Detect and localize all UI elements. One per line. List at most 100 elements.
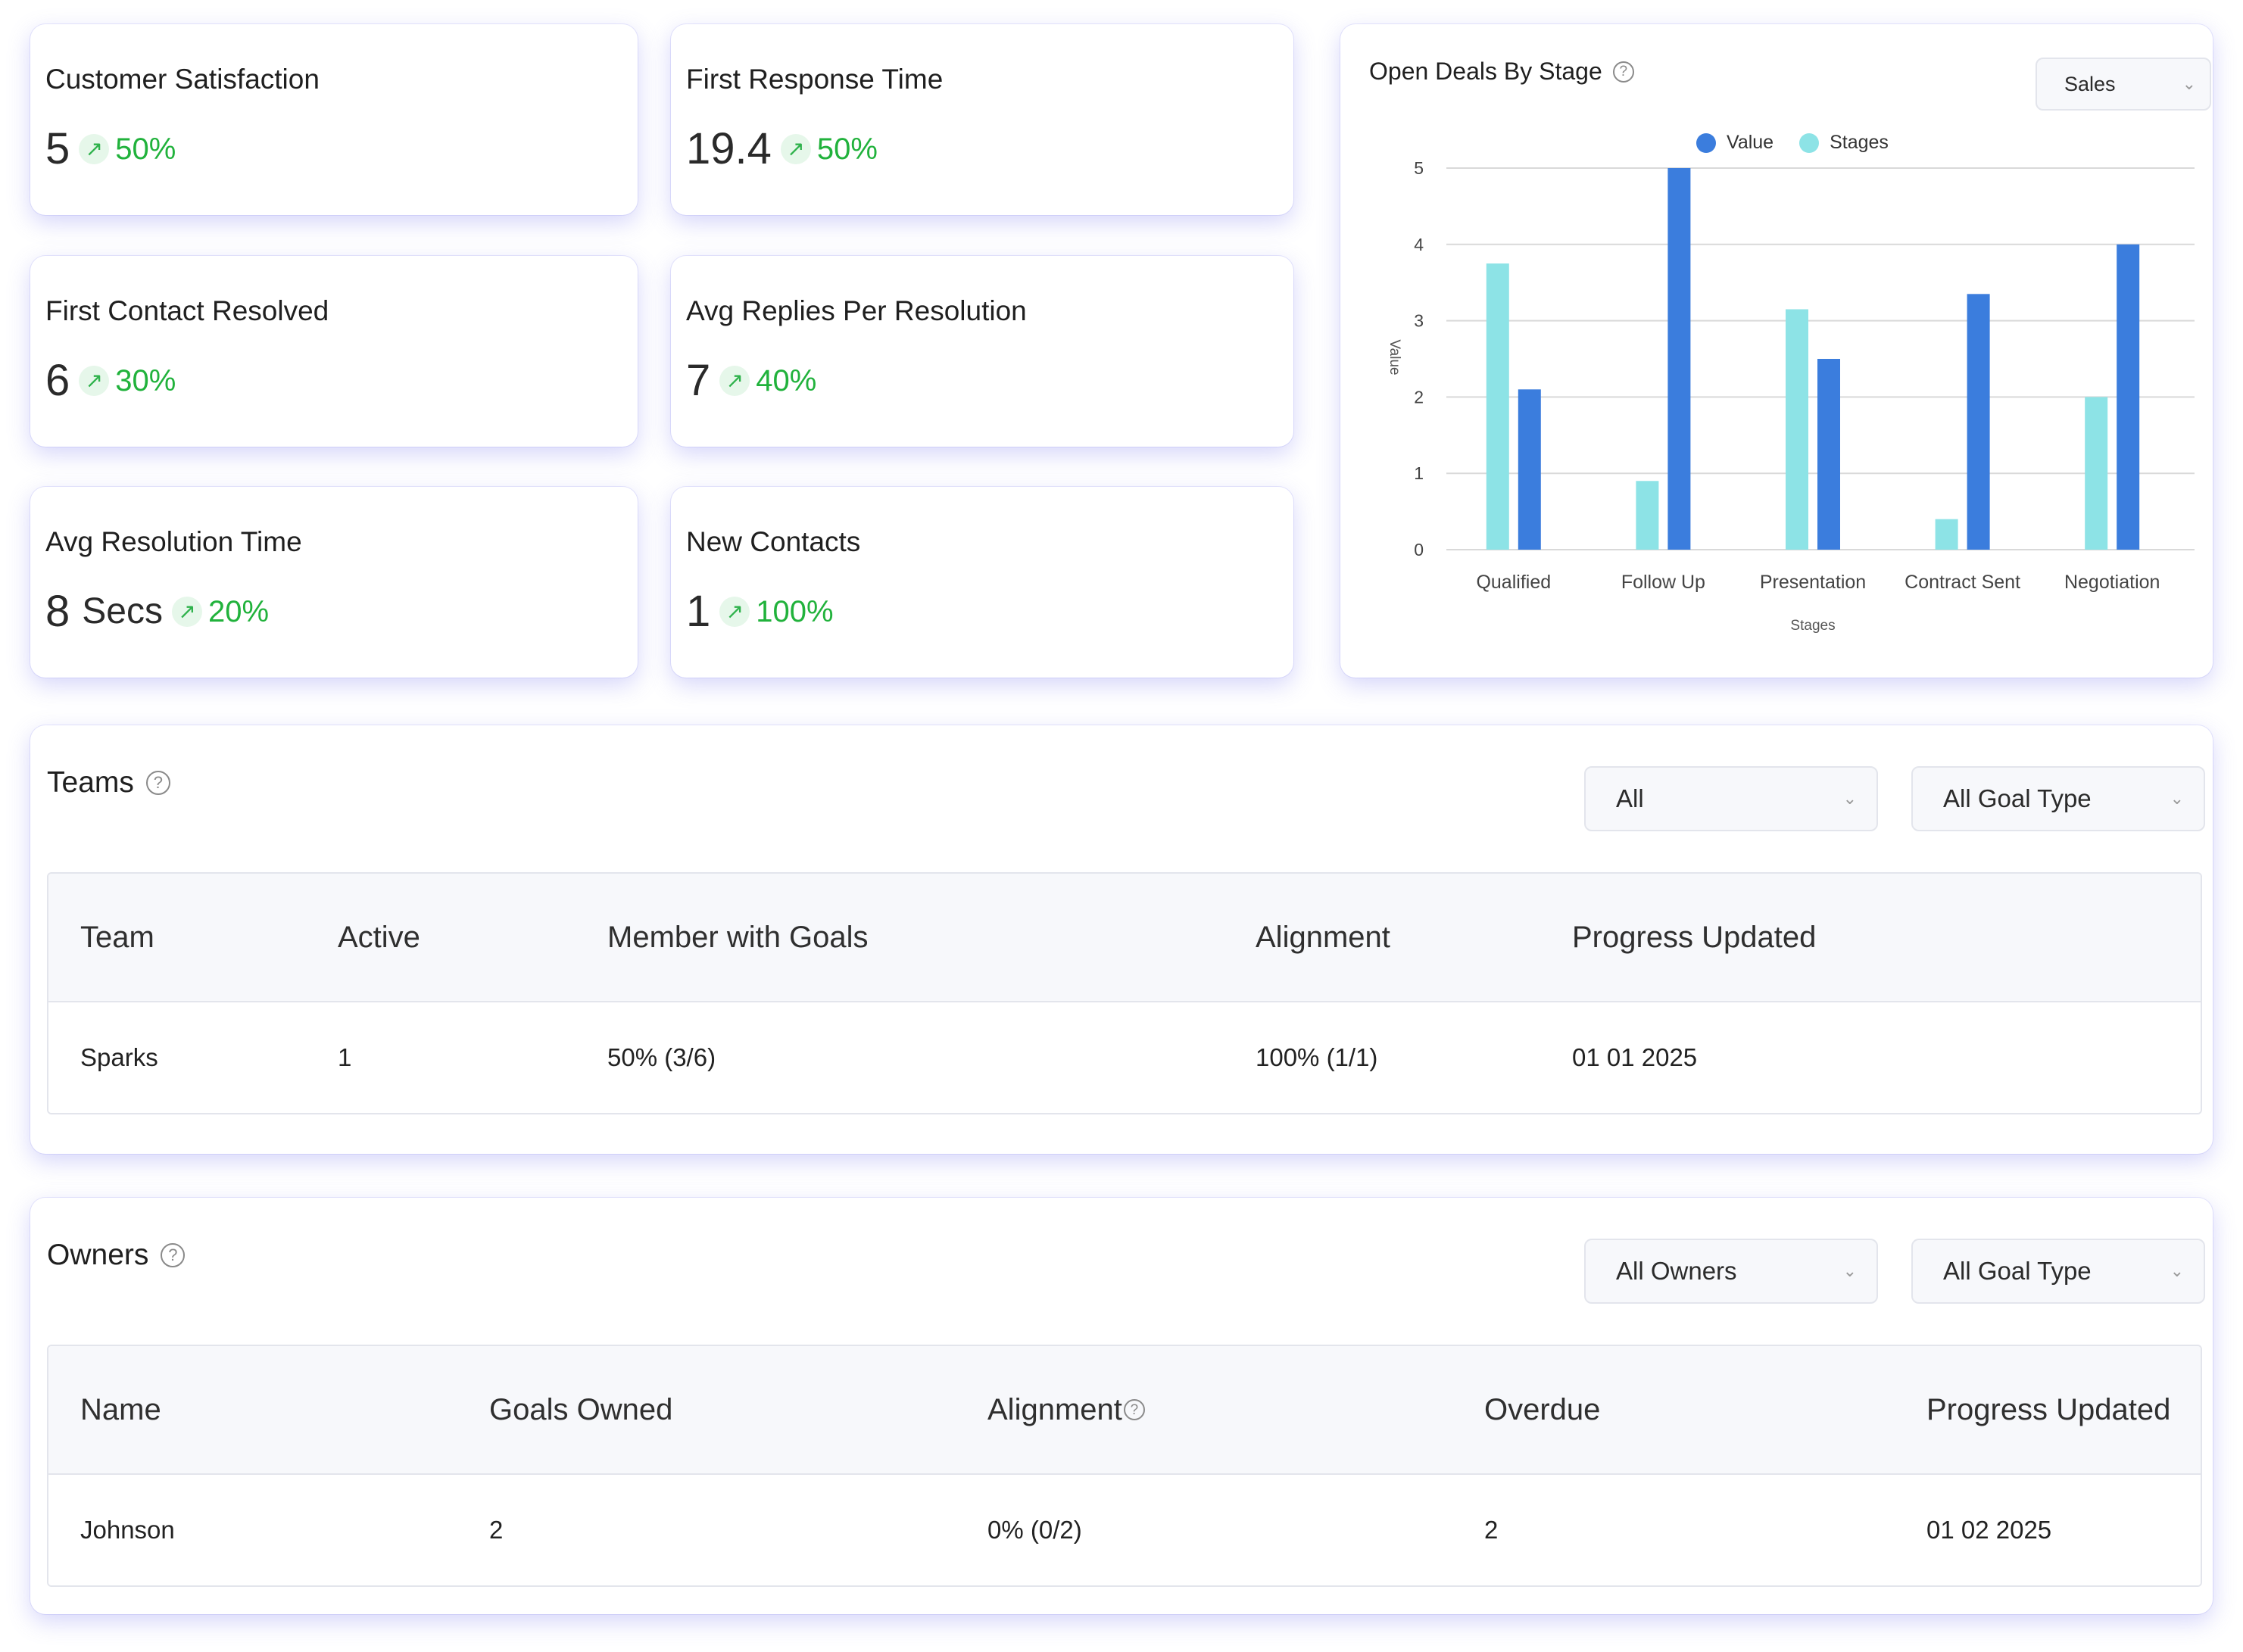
teams-goal-type-select[interactable]: All Goal Type ⌄ — [1911, 766, 2205, 831]
x-axis-label: Stages — [1790, 618, 1835, 634]
chart-title: Open Deals By Stage ? — [1369, 58, 1634, 86]
column-header-progress-updated[interactable]: Progress Updated — [1572, 920, 1817, 954]
kpi-card-avg-resolution-time: Avg Resolution Time 8 Secs ↗ 20% — [30, 487, 638, 678]
chart-title-text: Open Deals By Stage — [1369, 58, 1602, 85]
y-tick-label: 2 — [1414, 387, 1424, 407]
help-icon[interactable]: ? — [1123, 1399, 1145, 1420]
table-row[interactable]: Johnson 2 0% (0/2) 2 01 02 2025 — [48, 1475, 2201, 1585]
help-icon[interactable]: ? — [1612, 61, 1634, 83]
trend-up-icon: ↗ — [79, 134, 110, 164]
column-header-alignment[interactable]: Alignment — [1256, 920, 1390, 954]
y-tick-label: 4 — [1414, 235, 1424, 254]
owners-filter-select[interactable]: All Owners ⌄ — [1584, 1239, 1878, 1304]
cell-alignment: 0% (0/2) — [987, 1516, 1082, 1544]
kpi-value-row: 1 ↗ 100% — [686, 590, 834, 634]
teams-title-text: Teams — [47, 766, 134, 799]
kpi-card-customer-satisfaction: Customer Satisfaction 5 ↗ 50% — [30, 24, 638, 215]
owners-title: Owners ? — [47, 1239, 186, 1272]
kpi-title: Avg Resolution Time — [45, 526, 302, 557]
kpi-value-row: 8 Secs ↗ 20% — [45, 590, 269, 634]
pipeline-select-value: Sales — [2064, 72, 2116, 95]
column-header-goals-owned[interactable]: Goals Owned — [489, 1392, 673, 1426]
cell-active: 1 — [338, 1043, 352, 1071]
x-tick-label: Negotiation — [2064, 572, 2160, 593]
table-row[interactable]: Sparks 1 50% (3/6) 100% (1/1) 01 01 2025 — [48, 1002, 2201, 1113]
kpi-trend: ↗ 50% — [79, 134, 176, 164]
column-header-member-with-goals[interactable]: Member with Goals — [607, 920, 869, 954]
bar-value — [1967, 294, 1990, 550]
cell-name: Johnson — [80, 1516, 175, 1544]
open-deals-chart-card: Open Deals By Stage ? Sales ⌄ Value Stag… — [1340, 24, 2213, 678]
kpi-trend: ↗ 40% — [719, 366, 816, 396]
x-tick-label: Qualified — [1476, 572, 1551, 593]
trend-up-icon: ↗ — [719, 366, 750, 396]
y-tick-label: 0 — [1414, 540, 1424, 559]
owners-title-text: Owners — [47, 1239, 149, 1271]
legend-item-value[interactable]: Value — [1696, 132, 1773, 154]
trend-up-icon: ↗ — [171, 597, 202, 627]
help-icon[interactable]: ? — [145, 771, 170, 795]
teams-goal-type-value: All Goal Type — [1943, 784, 2092, 812]
column-header-team[interactable]: Team — [80, 920, 154, 954]
kpi-title: Avg Replies Per Resolution — [686, 295, 1027, 326]
column-header-name[interactable]: Name — [80, 1392, 161, 1426]
trend-up-icon: ↗ — [780, 134, 811, 164]
kpi-trend: ↗ 100% — [719, 597, 834, 627]
bar-value — [1817, 359, 1840, 550]
trend-up-icon: ↗ — [79, 366, 110, 396]
y-axis-label: Value — [1387, 339, 1402, 375]
chevron-down-icon: ⌄ — [1842, 1261, 1857, 1280]
y-tick-label: 3 — [1414, 311, 1424, 331]
y-tick-label: 5 — [1414, 158, 1424, 178]
column-header-active[interactable]: Active — [338, 920, 420, 954]
teams-filter-value: All — [1616, 784, 1644, 812]
kpi-value: 6 — [45, 356, 70, 405]
kpi-value: 19.4 — [686, 124, 772, 173]
kpi-trend: ↗ 50% — [780, 132, 878, 166]
kpi-value-row: 5 ↗ 50% — [45, 127, 176, 171]
kpi-change: 20% — [207, 595, 270, 628]
chart-legend: Value Stages — [1696, 132, 1889, 154]
cell-member-with-goals: 50% (3/6) — [607, 1043, 716, 1071]
cell-team: Sparks — [80, 1043, 158, 1071]
pipeline-select[interactable]: Sales ⌄ — [2036, 58, 2211, 111]
kpi-value: 8 — [45, 587, 70, 636]
chevron-down-icon: ⌄ — [2182, 74, 2196, 93]
kpi-value-row: 6 ↗ 30% — [45, 359, 176, 403]
column-header-overdue[interactable]: Overdue — [1484, 1392, 1601, 1426]
kpi-title: First Response Time — [686, 64, 944, 95]
column-header-progress-updated[interactable]: Progress Updated — [1926, 1392, 2171, 1426]
kpi-change: 50% — [816, 132, 878, 166]
cell-alignment: 100% (1/1) — [1256, 1043, 1378, 1071]
teams-card: Teams ? All ⌄ All Goal Type ⌄ Team Activ… — [30, 725, 2213, 1154]
kpi-title: New Contacts — [686, 526, 861, 557]
x-tick-label: Presentation — [1760, 572, 1866, 593]
kpi-title: Customer Satisfaction — [45, 64, 320, 95]
x-tick-label: Follow Up — [1621, 572, 1705, 593]
bar-stages — [1636, 481, 1659, 550]
x-tick-label: Contract Sent — [1905, 572, 2020, 593]
kpi-change: 50% — [115, 132, 176, 166]
teams-filter-select[interactable]: All ⌄ — [1584, 766, 1878, 831]
owners-goal-type-select[interactable]: All Goal Type ⌄ — [1911, 1239, 2205, 1304]
owners-card: Owners ? All Owners ⌄ All Goal Type ⌄ Na… — [30, 1198, 2213, 1614]
legend-item-stages[interactable]: Stages — [1799, 132, 1889, 154]
owners-goal-type-value: All Goal Type — [1943, 1257, 2092, 1285]
kpi-card-new-contacts: New Contacts 1 ↗ 100% — [671, 487, 1293, 678]
cell-goals-owned: 2 — [489, 1516, 504, 1544]
kpi-value: 7 — [686, 356, 711, 405]
table-header-row: Team Active Member with Goals Alignment … — [48, 874, 2201, 1002]
kpi-card-first-response-time: First Response Time 19.4 ↗ 50% — [671, 24, 1293, 215]
column-header-alignment[interactable]: Alignment ? — [987, 1346, 1145, 1473]
bar-stages — [1486, 263, 1509, 550]
legend-label: Stages — [1830, 132, 1889, 153]
bar-value — [1667, 168, 1691, 550]
help-icon[interactable]: ? — [161, 1243, 186, 1267]
bar-stages — [1935, 519, 1958, 550]
cell-progress-updated: 01 02 2025 — [1926, 1516, 2052, 1544]
kpi-card-avg-replies-per-resolution: Avg Replies Per Resolution 7 ↗ 40% — [671, 256, 1293, 447]
legend-swatch-value — [1696, 132, 1716, 153]
owners-filter-value: All Owners — [1616, 1257, 1737, 1285]
kpi-value: 5 — [45, 124, 70, 173]
kpi-value-row: 19.4 ↗ 50% — [686, 127, 878, 171]
